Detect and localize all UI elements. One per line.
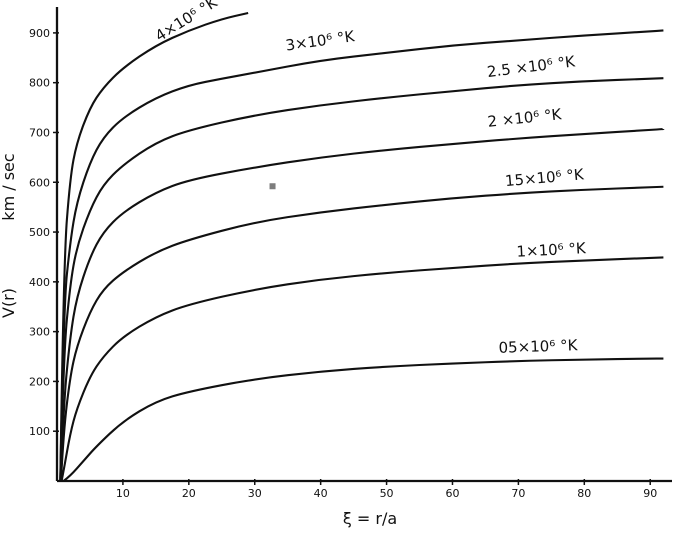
scan-artifact-mark xyxy=(269,183,276,190)
y-tick-label: 100 xyxy=(29,425,50,438)
series-label: 2 ×10⁶ °K xyxy=(487,105,564,131)
series-curve xyxy=(59,11,250,482)
x-tick-label: 40 xyxy=(314,487,328,500)
y-tick-label: 900 xyxy=(29,27,50,40)
series-layer xyxy=(59,11,665,482)
ticks-layer: 100 200 300 400 500 600 700 800 900 10 20 30 40 50 60 7… xyxy=(0,27,657,528)
series-label: 05×10⁶ °K xyxy=(498,336,579,357)
x-tick-label: 30 xyxy=(248,487,262,500)
y-tick-label: 300 xyxy=(29,326,50,339)
series-curve xyxy=(59,29,665,482)
y-axis-unit: km / sec xyxy=(0,153,18,220)
annotation-layer xyxy=(269,183,276,190)
y-axis-title: V(r) xyxy=(0,288,18,318)
series-curve xyxy=(60,256,665,482)
y-tick-label: 600 xyxy=(29,176,50,189)
x-tick-label: 10 xyxy=(116,487,130,500)
series-label: 3×10⁶ °K xyxy=(284,27,356,55)
x-tick-label: 80 xyxy=(577,487,591,500)
series-curve xyxy=(59,77,664,482)
labels-layer: 05×10⁶ °K 1×10⁶ °K 15×10⁶ °K 2 ×10⁶ °K 2.5 ×… xyxy=(152,0,587,357)
x-tick-label: 90 xyxy=(643,487,657,500)
x-tick-label: 50 xyxy=(380,487,394,500)
series-label: 1×10⁶ °K xyxy=(516,239,587,261)
x-axis-title: ξ = r/a xyxy=(343,509,397,528)
y-tick-label: 400 xyxy=(29,276,50,289)
y-tick-label: 200 xyxy=(29,375,50,388)
y-tick-label: 700 xyxy=(29,126,50,139)
axes-layer xyxy=(55,7,672,483)
series-label: 2.5 ×10⁶ °K xyxy=(486,52,577,81)
x-tick-label: 60 xyxy=(445,487,459,500)
series-curve xyxy=(59,127,665,482)
y-tick-label: 500 xyxy=(29,226,50,239)
x-tick-label: 70 xyxy=(511,487,525,500)
x-tick-label: 20 xyxy=(182,487,196,500)
series-curve xyxy=(62,357,664,482)
series-curve xyxy=(59,185,664,482)
series-label: 15×10⁶ °K xyxy=(504,165,585,190)
y-tick-label: 800 xyxy=(29,77,50,90)
